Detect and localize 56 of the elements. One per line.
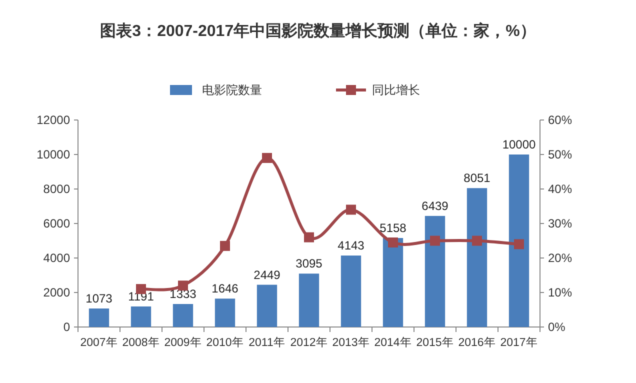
data-label: 2449 bbox=[254, 268, 281, 282]
y2-tick-label: 20% bbox=[548, 251, 572, 265]
x-tick-label: 2008年 bbox=[122, 336, 160, 349]
x-tick-label: 2017年 bbox=[500, 336, 538, 349]
bar bbox=[214, 298, 236, 327]
x-tick-label: 2016年 bbox=[458, 336, 496, 349]
point bbox=[304, 232, 314, 242]
data-label: 3095 bbox=[296, 256, 323, 271]
y-tick-label: 2000 bbox=[43, 286, 70, 300]
x-tick-label: 2011年 bbox=[248, 336, 286, 349]
point bbox=[388, 237, 398, 248]
data-label: 5158 bbox=[380, 221, 407, 236]
y-tick-label: 12000 bbox=[36, 113, 70, 127]
bar bbox=[340, 256, 362, 327]
data-label: 10000 bbox=[502, 138, 536, 152]
y2-tick-label: 50% bbox=[548, 148, 572, 162]
data-label: 8051 bbox=[464, 171, 491, 186]
y2-tick-label: 40% bbox=[548, 182, 572, 196]
bar bbox=[256, 284, 278, 327]
point bbox=[430, 236, 440, 246]
legend-label: 电影院数量 bbox=[202, 83, 262, 97]
data-label: 1646 bbox=[212, 282, 239, 296]
y2-tick-label: 10% bbox=[548, 286, 572, 300]
y-tick-label: 10000 bbox=[36, 148, 70, 162]
data-label: 6439 bbox=[422, 198, 449, 213]
bar bbox=[424, 216, 446, 327]
legend-label: 同比增长 bbox=[372, 83, 420, 97]
data-label: 1073 bbox=[86, 291, 113, 306]
y-tick-label: 4000 bbox=[43, 251, 70, 265]
y-tick-label: 6000 bbox=[43, 216, 70, 230]
bar bbox=[130, 306, 152, 327]
x-tick-label: 2015年 bbox=[416, 336, 454, 349]
point bbox=[346, 204, 356, 215]
bar bbox=[466, 188, 488, 327]
bar bbox=[382, 238, 404, 327]
point bbox=[472, 236, 482, 246]
y-tick-label: 0 bbox=[63, 320, 70, 334]
x-tick-label: 2014年 bbox=[374, 336, 412, 349]
x-tick-label: 2013年 bbox=[332, 336, 370, 349]
y2-tick-label: 30% bbox=[548, 216, 572, 230]
bar bbox=[172, 304, 194, 327]
x-tick-label: 2012年 bbox=[290, 336, 328, 349]
x-tick-label: 2010年 bbox=[206, 336, 244, 349]
chart-title: 图表3：2007-2017年中国影院数量增长预测（单位：家，%） bbox=[100, 21, 536, 40]
bar bbox=[508, 154, 530, 327]
y-tick-label: 8000 bbox=[43, 182, 70, 196]
bar bbox=[88, 308, 110, 327]
y2-tick-label: 60% bbox=[548, 113, 572, 127]
bar bbox=[298, 274, 320, 327]
x-tick-label: 2009年 bbox=[164, 336, 202, 349]
point bbox=[262, 152, 272, 163]
point bbox=[514, 239, 524, 250]
data-label: 4143 bbox=[338, 238, 365, 253]
x-tick-label: 2007年 bbox=[80, 336, 118, 349]
point bbox=[220, 240, 230, 251]
y2-tick-label: 0% bbox=[548, 320, 566, 334]
